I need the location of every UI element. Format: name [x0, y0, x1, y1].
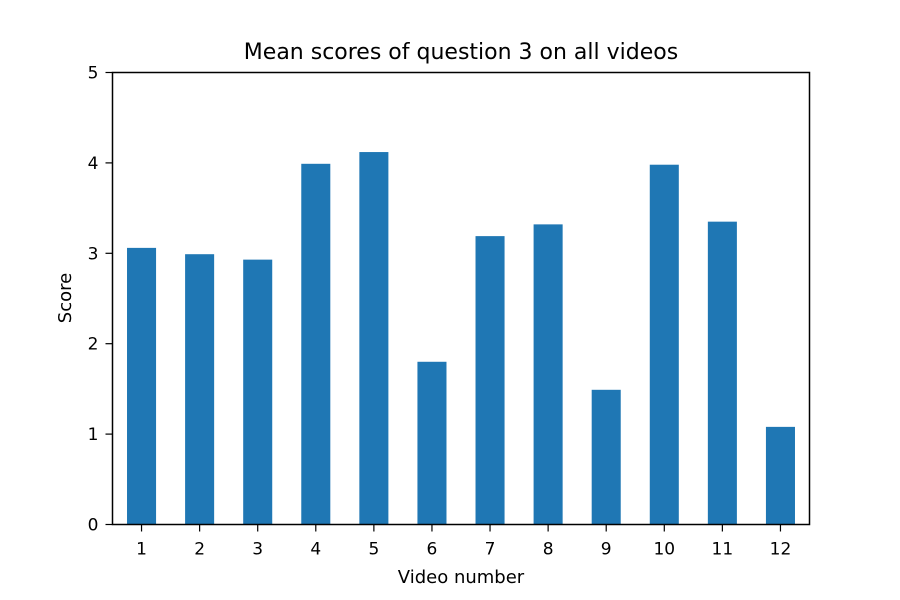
- bar-7: [475, 236, 505, 525]
- bar-4: [301, 163, 331, 525]
- x-tick-label: 12: [770, 540, 792, 560]
- bar-3: [243, 259, 273, 525]
- x-tick-label: 11: [712, 540, 734, 560]
- x-tick-label: 3: [252, 540, 263, 560]
- x-tick-label: 1: [136, 540, 147, 560]
- x-tick-label: 8: [543, 540, 554, 560]
- y-tick-label: 0: [88, 516, 99, 536]
- bar-8: [533, 224, 563, 525]
- y-axis-label: Score: [55, 273, 76, 323]
- x-tick-label: 10: [653, 540, 675, 560]
- x-tick-label: 2: [194, 540, 205, 560]
- x-tick-label: 7: [485, 540, 496, 560]
- bar-10: [649, 164, 679, 525]
- bar-9: [591, 389, 621, 525]
- y-tick-label: 1: [88, 425, 99, 445]
- y-tick-label: 4: [88, 154, 99, 174]
- y-tick-label: 5: [88, 64, 99, 84]
- bar-1: [127, 247, 157, 525]
- y-tick-label: 3: [88, 244, 99, 264]
- bar-11: [707, 221, 737, 525]
- bar-2: [185, 254, 215, 525]
- x-tick-label: 5: [368, 540, 379, 560]
- x-tick-label: 4: [310, 540, 321, 560]
- x-tick-label: 9: [601, 540, 612, 560]
- chart-title: Mean scores of question 3 on all videos: [244, 40, 678, 65]
- bar-6: [417, 361, 447, 525]
- y-tick-label: 2: [88, 335, 99, 355]
- x-tick-label: 6: [427, 540, 438, 560]
- bars-layer: [127, 152, 795, 525]
- plot-frame: [111, 71, 811, 526]
- x-axis-label: Video number: [398, 567, 525, 588]
- bar-12: [765, 426, 795, 525]
- bar-5: [359, 152, 389, 525]
